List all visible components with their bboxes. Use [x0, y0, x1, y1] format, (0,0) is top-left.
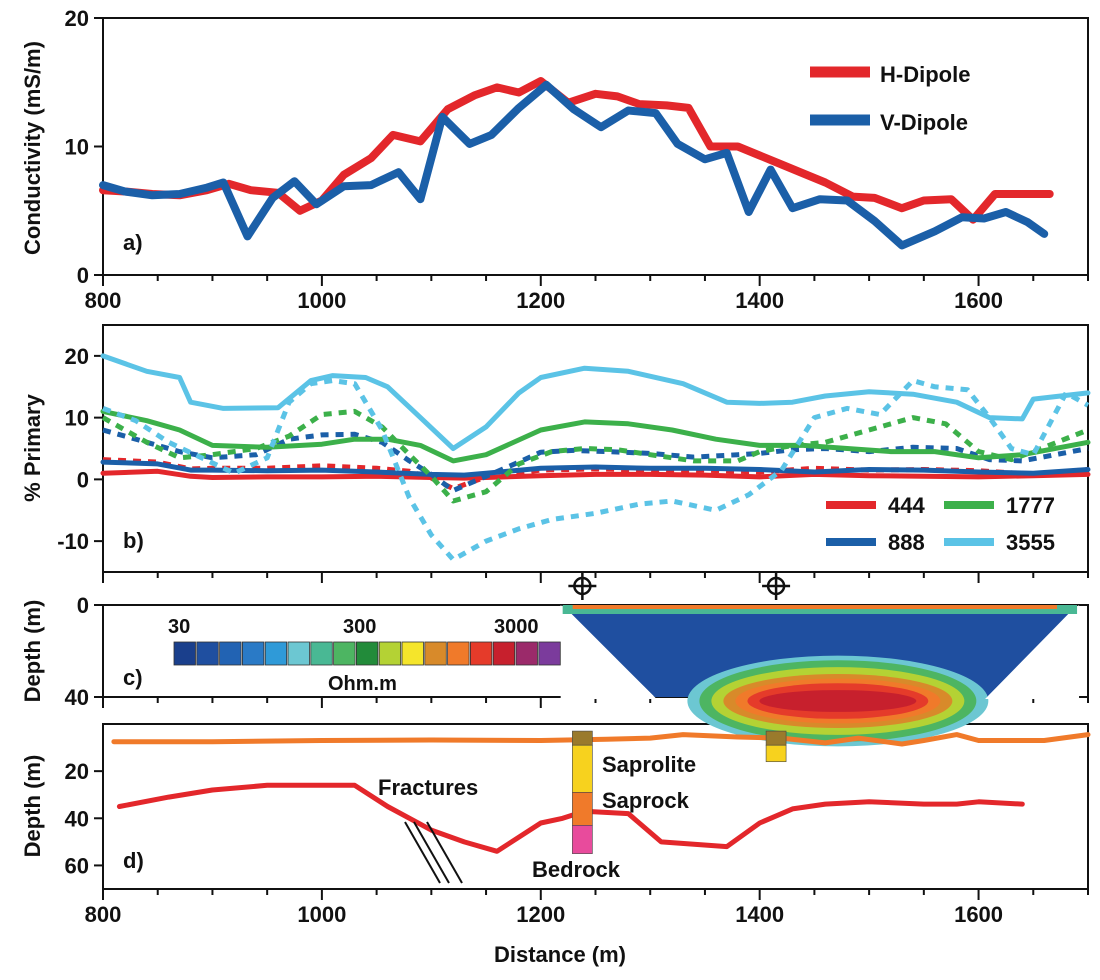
- ert-resistivity-section: [173, 605, 1080, 747]
- legend-1777-label: 1777: [1006, 493, 1055, 518]
- colorbar-label-3000: 3000: [494, 616, 539, 638]
- annotation-fractures: Fractures: [378, 775, 478, 800]
- fracture-lines: [404, 821, 463, 884]
- x-tick-label-a-1600: 1600: [954, 288, 1003, 313]
- legend-444-label: 444: [888, 493, 925, 518]
- legend-3555-label: 3555: [1006, 530, 1055, 555]
- y-tick-label-c-40: 40: [65, 685, 89, 710]
- colorbar-swatch-1: [196, 641, 219, 666]
- colorbar-swatch-6: [310, 641, 333, 666]
- colorbar-swatch-13: [469, 641, 493, 666]
- series-line-b-444: [100, 468, 1091, 481]
- ert-mask-right: [985, 605, 1080, 699]
- annotation-bedrock: Bedrock: [532, 857, 621, 882]
- colorbar-swatch-12: [447, 641, 470, 666]
- series-line-b-3555: [100, 353, 1091, 451]
- colorbar-label-30: 30: [168, 616, 190, 638]
- x-tick-label-d-1400: 1400: [735, 902, 784, 927]
- colorbar-swatch-3: [241, 641, 265, 666]
- colorbar-label-300: 300: [343, 616, 376, 638]
- ert-surface-top: [572, 605, 1058, 609]
- well-log-0-bedrock: [572, 825, 593, 854]
- ylabel-d: Depth (m): [20, 755, 45, 858]
- annotation-saprock: Saprock: [602, 788, 690, 813]
- x-tick-label-a-800: 800: [85, 288, 122, 313]
- well-log-1-saprolite: [765, 744, 787, 763]
- series-line-b-1777-quad: [101, 408, 1089, 504]
- y-tick-label-b--10: -10: [57, 529, 89, 554]
- x-tick-label-a-1200: 1200: [516, 288, 565, 313]
- well-logs: [568, 573, 791, 854]
- y-tick-label-a-10: 10: [65, 135, 89, 160]
- y-tick-label-a-20: 20: [65, 6, 89, 31]
- panel-d-label: d): [123, 848, 144, 873]
- well-log-1-topsoil: [765, 730, 787, 746]
- y-tick-label-c-0: 0: [77, 593, 89, 618]
- series-line-a-h-dipole: [99, 77, 1054, 224]
- panel-c-label: c): [123, 665, 143, 690]
- data-lines: [99, 77, 1091, 854]
- colorbar-swatch-4: [264, 641, 288, 666]
- annotation-saprolite: Saprolite: [602, 752, 696, 777]
- colorbar-swatch-7: [333, 641, 356, 666]
- legend-v-dipole-label: V-Dipole: [880, 110, 968, 135]
- x-tick-label-a-1400: 1400: [735, 288, 784, 313]
- colorbar-swatch-5: [287, 641, 310, 666]
- colorbar-swatch-14: [492, 641, 516, 666]
- ylabel-a: Conductivity (mS/m): [20, 41, 45, 255]
- series-line-b-3555-quad: [102, 378, 1090, 563]
- colorbar-swatch-9: [378, 641, 402, 666]
- x-tick-label-d-1600: 1600: [954, 902, 1003, 927]
- colorbar-unit: Ohm.m: [328, 673, 397, 695]
- y-tick-label-d-20: 20: [65, 759, 89, 784]
- legend-h-dipole-label: H-Dipole: [880, 62, 970, 87]
- ylabel-b: % Primary: [20, 393, 45, 501]
- well-log-0-saprock: [572, 792, 593, 826]
- panel-a-label: a): [123, 230, 143, 255]
- y-tick-label-b-20: 20: [65, 344, 89, 369]
- panel-b-label: b): [123, 528, 144, 553]
- y-tick-label-d-40: 40: [65, 806, 89, 831]
- x-tick-label-d-800: 800: [85, 902, 122, 927]
- ert-surface-layer: [562, 605, 1078, 614]
- colorbar-swatch-8: [355, 641, 379, 666]
- well-marker-icon: [568, 573, 597, 600]
- colorbar-swatch-11: [424, 641, 447, 666]
- legend-888-label: 888: [888, 530, 925, 555]
- series-line-d-bedrock-top: [116, 782, 1025, 854]
- legend-a: H-Dipole V-Dipole: [810, 62, 970, 135]
- x-tick-label-d-1200: 1200: [516, 902, 565, 927]
- legend-b: 444 1777 888 3555: [826, 493, 1055, 555]
- x-tick-label-d-1000: 1000: [297, 902, 346, 927]
- y-tick-label-b-0: 0: [77, 467, 89, 492]
- x-tick-label-a-1000: 1000: [297, 288, 346, 313]
- series-line-a-v-dipole: [99, 80, 1049, 250]
- ert-band-6: [759, 690, 917, 712]
- well-log-0-topsoil: [572, 730, 593, 746]
- colorbar-swatch-15: [515, 641, 538, 666]
- colorbar-swatch-16: [538, 641, 561, 666]
- ylabel-c: Depth (m): [20, 600, 45, 703]
- xlabel: Distance (m): [494, 942, 626, 967]
- y-tick-label-a-0: 0: [77, 263, 89, 288]
- y-tick-label-b-10: 10: [65, 406, 89, 431]
- series-line-b-888-quad: [102, 427, 1089, 493]
- ert-mask-left: [560, 605, 657, 699]
- y-tick-label-d-60: 60: [65, 853, 89, 878]
- series-line-d-saprolite-top: [111, 732, 1091, 747]
- colorbar-swatch-2: [219, 641, 242, 666]
- well-marker-icon: [762, 573, 791, 600]
- well-log-0-saprolite: [572, 744, 593, 793]
- colorbar-swatch-0: [173, 641, 196, 666]
- colorbar-swatch-10: [401, 641, 424, 666]
